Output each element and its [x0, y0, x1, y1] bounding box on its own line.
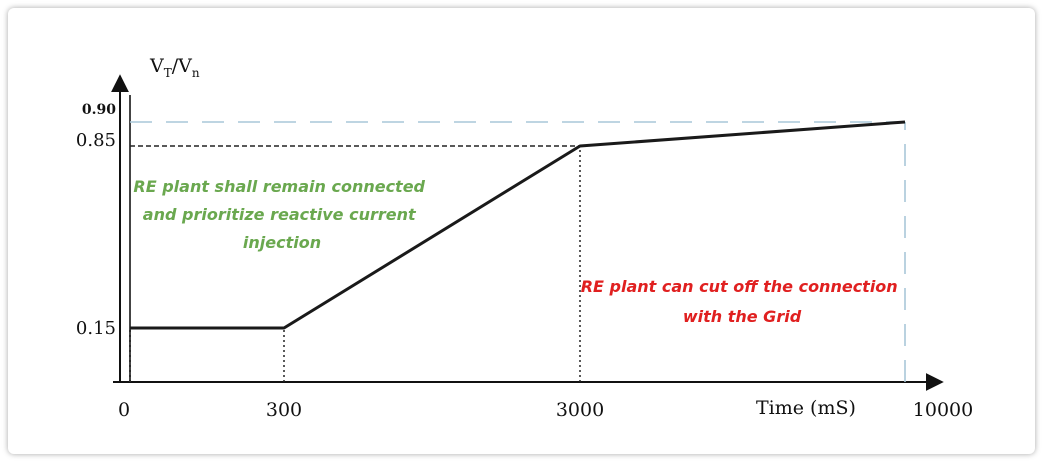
annotation-red: RE plant can cut off the connection with… — [581, 277, 904, 326]
annotation-green-line-2: and prioritize reactive current — [143, 205, 417, 224]
x-axis-label: Time (mS) — [756, 397, 856, 419]
y-tick-label-0-90: 0.90 — [82, 102, 116, 118]
reference-lines — [129, 121, 906, 382]
y-axis-label-main: V — [149, 55, 164, 77]
annotation-green: RE plant shall remain connected and prio… — [133, 177, 430, 252]
y-tick-label-0-15: 0.15 — [76, 318, 116, 339]
curve-line — [130, 120, 906, 330]
x-tick-label-10000: 10000 — [913, 399, 973, 421]
annotation-green-line-3: injection — [243, 233, 321, 252]
annotation-green-line-1: RE plant shall remain connected — [133, 177, 425, 196]
y-axis-label-sep: /V — [172, 55, 192, 77]
x-tick-label-3000: 3000 — [556, 399, 604, 421]
curve-group — [129, 120, 906, 330]
tick-labels: 0 300 3000 10000 0.15 0.85 0.90 — [76, 102, 973, 421]
x-tick-label-0: 0 — [118, 399, 130, 421]
y-tick-label-0-85: 0.85 — [76, 130, 116, 151]
y-axis-label: VT/Vn — [149, 55, 200, 80]
annotation-red-line-2: with the Grid — [683, 307, 802, 326]
chart-frame — [8, 8, 1035, 454]
y-axis-label-sub1: T — [164, 66, 172, 80]
annotation-red-line-1: RE plant can cut off the connection — [581, 277, 898, 296]
y-axis-label-sub2: n — [192, 66, 200, 80]
x-tick-label-300: 300 — [266, 399, 302, 421]
